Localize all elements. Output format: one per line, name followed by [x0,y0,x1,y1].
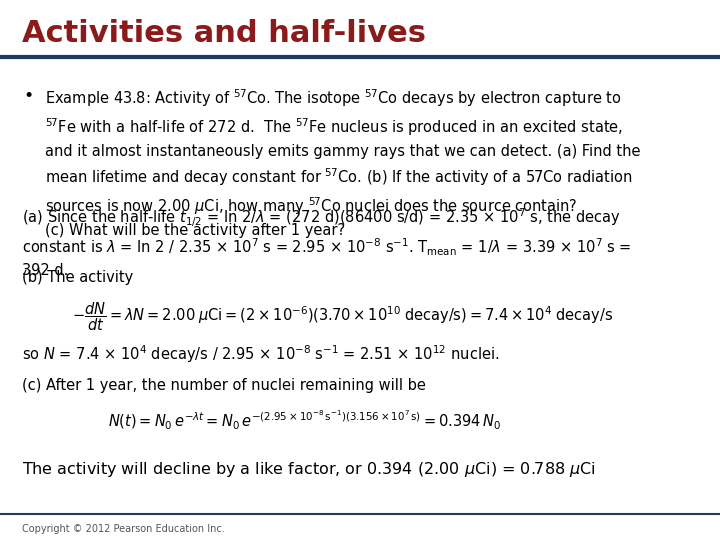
Text: (b) The activity: (b) The activity [22,270,133,285]
Text: $N(t) = N_0\,e^{-\lambda t} = N_0\,e^{-(2.95\times10^{-8}\,\mathrm{s}^{-1})(3.15: $N(t) = N_0\,e^{-\lambda t} = N_0\,e^{-(… [108,408,501,431]
Text: Copyright © 2012 Pearson Education Inc.: Copyright © 2012 Pearson Education Inc. [22,523,225,534]
Text: so $N$ = 7.4 × 10$^{4}$ decay/s / 2.95 × 10$^{-8}$ s$^{-1}$ = 2.51 × 10$^{12}$ n: so $N$ = 7.4 × 10$^{4}$ decay/s / 2.95 ×… [22,343,499,364]
Text: $-\dfrac{dN}{dt} = \lambda N = 2.00\;\mu\mathrm{Ci} = (2\times10^{-6})(3.70\time: $-\dfrac{dN}{dt} = \lambda N = 2.00\;\mu… [72,301,613,333]
Text: Activities and half-lives: Activities and half-lives [22,19,426,48]
Text: Example 43.8: Activity of $^{57}$Co. The isotope $^{57}$Co decays by electron ca: Example 43.8: Activity of $^{57}$Co. The… [45,87,640,238]
Text: (a) Since the half-life $t_{1/2}$ = ln 2/$\lambda$ = (272 d)(86400 s/d) = 2.35 ×: (a) Since the half-life $t_{1/2}$ = ln 2… [22,206,631,278]
Text: •: • [23,87,33,105]
Text: The activity will decline by a like factor, or 0.394 (2.00 $\mu$Ci) = 0.788 $\mu: The activity will decline by a like fact… [22,460,595,479]
Text: (c) After 1 year, the number of nuclei remaining will be: (c) After 1 year, the number of nuclei r… [22,378,426,393]
